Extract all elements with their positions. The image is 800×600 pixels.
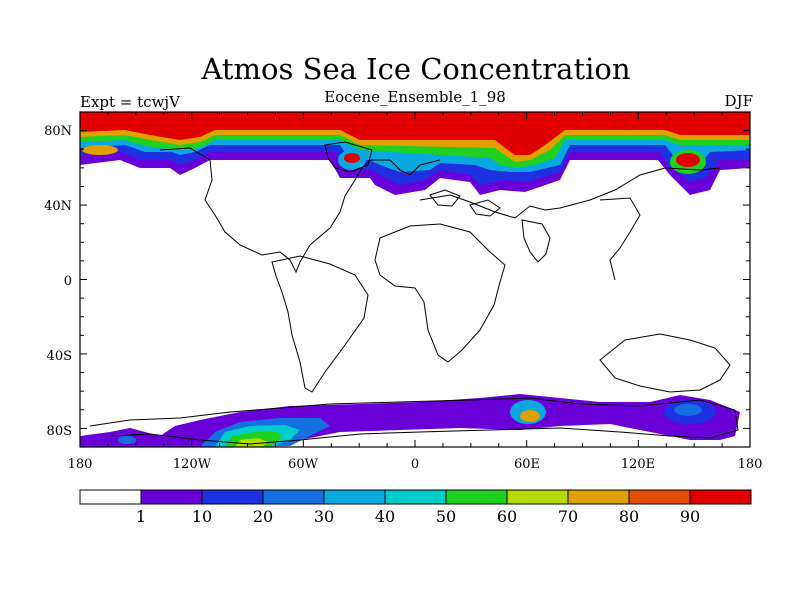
colorbar-box — [201, 489, 264, 505]
lon-label-60e: 60E — [514, 457, 540, 472]
colorbar-label-20: 20 — [253, 507, 273, 526]
australia-outline — [599, 333, 731, 393]
ensemble-subtitle: Eocene_Ensemble_1_98 — [324, 88, 506, 106]
lon-label-0: 0 — [411, 457, 419, 472]
south-america-outline — [271, 255, 369, 393]
arctic-pocket-west — [82, 145, 118, 155]
antarctica-outline — [89, 397, 739, 445]
colorbar-box — [628, 489, 691, 505]
lon-label-180e: 180 — [738, 457, 763, 472]
colorbar-box — [79, 489, 142, 505]
colorbar-box — [506, 489, 569, 505]
africa-outline — [374, 223, 506, 363]
colorbar-label-80: 80 — [619, 507, 639, 526]
colorbar-box — [445, 489, 508, 505]
antarctic-pocket-60e-core — [520, 410, 540, 422]
lat-label-40s: 40S — [47, 349, 72, 364]
experiment-label: Expt = tcwjV — [80, 93, 180, 111]
colorbar-label-50: 50 — [436, 507, 456, 526]
greenland-outline — [324, 141, 373, 173]
lon-label-120w: 120W — [173, 457, 212, 472]
map-title: Atmos Sea Ice Concentration — [201, 52, 631, 86]
colorbar-box — [689, 489, 752, 505]
colorbar-label-60: 60 — [497, 507, 517, 526]
india-outline — [521, 219, 551, 263]
colorbar-box — [567, 489, 630, 505]
axis-labels: 80N 40N 0 40S 80S 180 120W 60W 0 60E 120… — [44, 124, 762, 472]
east-asia-outline — [599, 197, 641, 281]
colorbar-box — [140, 489, 203, 505]
colorbar-label-30: 30 — [314, 507, 334, 526]
europe-islands-outline — [429, 189, 501, 217]
sea-ice-field — [80, 112, 750, 447]
colorbar-label-1: 1 — [136, 507, 146, 526]
lat-label-80s: 80S — [47, 424, 72, 439]
antarctic-ice-core — [235, 438, 268, 447]
colorbar-box — [384, 489, 447, 505]
north-america-outline — [159, 147, 441, 274]
coastlines — [89, 141, 739, 445]
season-label: DJF — [724, 92, 753, 110]
lon-label-120e: 120E — [621, 457, 655, 472]
arctic-pocket-east-core — [676, 153, 700, 167]
colorbar-label-40: 40 — [375, 507, 395, 526]
colorbar-label-90: 90 — [680, 507, 700, 526]
lon-label-180w: 180 — [68, 457, 93, 472]
colorbar-box — [262, 489, 325, 505]
lat-label-0: 0 — [64, 274, 72, 289]
arctic-ice-core — [80, 112, 750, 155]
lat-label-40n: 40N — [44, 199, 72, 214]
lon-label-60w: 60W — [288, 457, 319, 472]
colorbar-box — [323, 489, 386, 505]
antarctic-pocket-west-core — [118, 436, 136, 444]
antarctic-pocket-150e-core — [674, 404, 702, 416]
axis-ticks — [79, 111, 751, 448]
colorbar — [79, 489, 752, 505]
colorbar-labels: 1 10 20 30 40 50 60 70 80 90 — [136, 507, 700, 526]
lat-label-80n: 80N — [44, 124, 72, 139]
colorbar-label-10: 10 — [192, 507, 212, 526]
arctic-pocket-greenland-core — [344, 153, 360, 163]
colorbar-label-70: 70 — [558, 507, 578, 526]
